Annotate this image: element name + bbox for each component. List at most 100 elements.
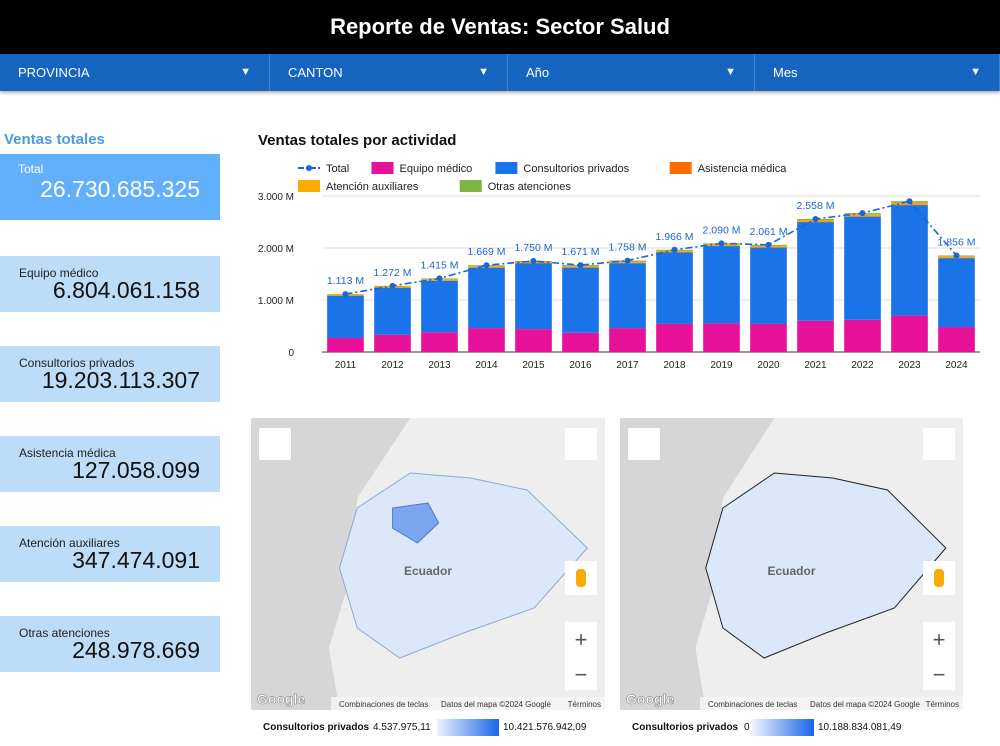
zoom-in[interactable]: + (575, 627, 588, 652)
filter-label: Año (526, 65, 550, 80)
map-wrap: Ecuador + − Google Combinaciones de teclas Da… (620, 418, 963, 710)
legend-metric: Consultorios privados (263, 722, 370, 733)
map-terms[interactable]: Términos (568, 700, 601, 709)
legend-label: Consultorios privados (523, 163, 629, 175)
map-region (705, 472, 947, 659)
bar-segment (891, 315, 928, 352)
legend-swatch (459, 180, 482, 192)
map-shortcuts[interactable]: Combinaciones de teclas (339, 700, 428, 709)
bar-segment (750, 247, 787, 324)
data-label: 1.671 M (562, 246, 600, 258)
total-point (718, 240, 725, 247)
bar-segment (515, 329, 552, 352)
kpi-label: Atención auxiliares (19, 536, 120, 550)
dropdown-caret: ▼ (240, 66, 251, 78)
total-point (906, 198, 913, 205)
data-label: 1.669 M (468, 246, 506, 258)
fullscreen-button[interactable] (565, 428, 597, 460)
map-legend: Consultorios privados 4.537.975,11 10.421.… (263, 719, 617, 737)
location-button[interactable] (259, 428, 291, 460)
y-tick-label: 1.000 M (258, 296, 294, 307)
x-tick-label: 2019 (710, 360, 733, 371)
bar-segment (797, 222, 834, 321)
total-point (953, 252, 960, 259)
total-point (624, 257, 631, 264)
x-tick-label: 2020 (757, 360, 780, 371)
location-button[interactable] (628, 428, 660, 460)
bar-segment (374, 334, 411, 352)
bar-segment (703, 246, 740, 324)
filter-dropdown[interactable]: Año ▼ (508, 54, 755, 91)
map-footer (700, 697, 963, 710)
map[interactable]: Ecuador + − Google Combinaciones de teclas Da… (251, 418, 605, 710)
legend-max: 10.421.576.942,09 (503, 722, 587, 733)
legend-gradient (437, 719, 499, 736)
data-label: 1.750 M (515, 242, 553, 254)
kpi-label: Consultorios privados (19, 356, 135, 370)
zoom-out[interactable]: − (933, 662, 946, 687)
kpi-value: 248.978.669 (72, 637, 200, 663)
kpi-value: 26.730.685.325 (40, 176, 200, 202)
legend-label: Asistencia médica (698, 163, 788, 175)
zoom-out[interactable]: − (575, 662, 588, 687)
bar-segment (421, 332, 458, 352)
dropdown-caret: ▼ (725, 66, 736, 78)
bar-segment (844, 216, 881, 217)
kpi-card: Otras atenciones 248.978.669 (0, 616, 220, 672)
bar-segment (891, 205, 928, 316)
y-tick-label: 2.000 M (258, 244, 294, 255)
bar-segment (374, 287, 411, 335)
map-place: Ecuador (404, 564, 452, 578)
map[interactable]: Ecuador + − Google Combinaciones de teclas Da… (620, 418, 963, 710)
total-point (436, 275, 443, 282)
filter-label: Mes (773, 65, 798, 80)
zoom-controls[interactable] (923, 622, 955, 690)
map-shortcuts[interactable]: Combinaciones de teclas (708, 700, 797, 709)
total-point (671, 246, 678, 253)
total-point (530, 258, 537, 264)
kpi-label: Total (18, 162, 44, 176)
total-point (859, 210, 866, 217)
legend-swatch (298, 180, 320, 192)
legend-swatch (371, 162, 394, 174)
bar-segment (656, 252, 693, 324)
map-data: Datos del mapa ©2024 Google (810, 700, 921, 709)
dropdown-caret: ▼ (478, 66, 489, 78)
map-terms[interactable]: Términos (926, 700, 959, 709)
kpi-value: 19.203.113.307 (41, 367, 200, 393)
header: Reporte de Ventas: Sector Salud (0, 0, 1000, 54)
zoom-controls[interactable] (565, 622, 597, 690)
x-tick-label: 2011 (335, 360, 357, 371)
filter-dropdown[interactable]: Mes ▼ (755, 54, 1000, 91)
bar-segment (844, 319, 881, 352)
y-tick-label: 3.000 M (258, 192, 294, 203)
bar-segment (703, 323, 740, 352)
fullscreen-button[interactable] (923, 428, 955, 460)
legend-label: Atención auxiliares (326, 181, 419, 193)
bar-segment (562, 267, 599, 333)
bar-segment (750, 323, 787, 352)
legend-swatch (306, 165, 312, 171)
kpi-value: 6.804.061.158 (52, 277, 200, 303)
filter-dropdown[interactable]: CANTON ▼ (270, 54, 508, 91)
x-tick-label: 2022 (851, 360, 874, 371)
map-wrap: Ecuador + − Google Combinaciones de teclas Da… (251, 418, 605, 710)
legend-min: 0 (744, 722, 750, 733)
total-line (345, 200, 958, 295)
legend-swatch (669, 162, 692, 174)
data-label: 1.415 M (421, 259, 459, 271)
zoom-in[interactable]: + (933, 627, 946, 652)
x-tick-label: 2014 (475, 360, 498, 371)
data-label: 1.272 M (374, 267, 412, 279)
bar-segment (891, 204, 928, 206)
pegman (934, 569, 944, 587)
x-tick-label: 2018 (663, 360, 686, 371)
kpi-label: Equipo médico (19, 266, 99, 280)
data-label: 1.966 M (656, 231, 694, 243)
kpi-title: Ventas totales (4, 131, 105, 148)
filter-dropdown[interactable]: PROVINCIA ▼ (0, 54, 270, 91)
x-tick-label: 2015 (522, 360, 545, 371)
bar-segment (609, 328, 646, 352)
kpi-card: Equipo médico 6.804.061.158 (0, 256, 220, 312)
legend-swatch (495, 162, 518, 174)
